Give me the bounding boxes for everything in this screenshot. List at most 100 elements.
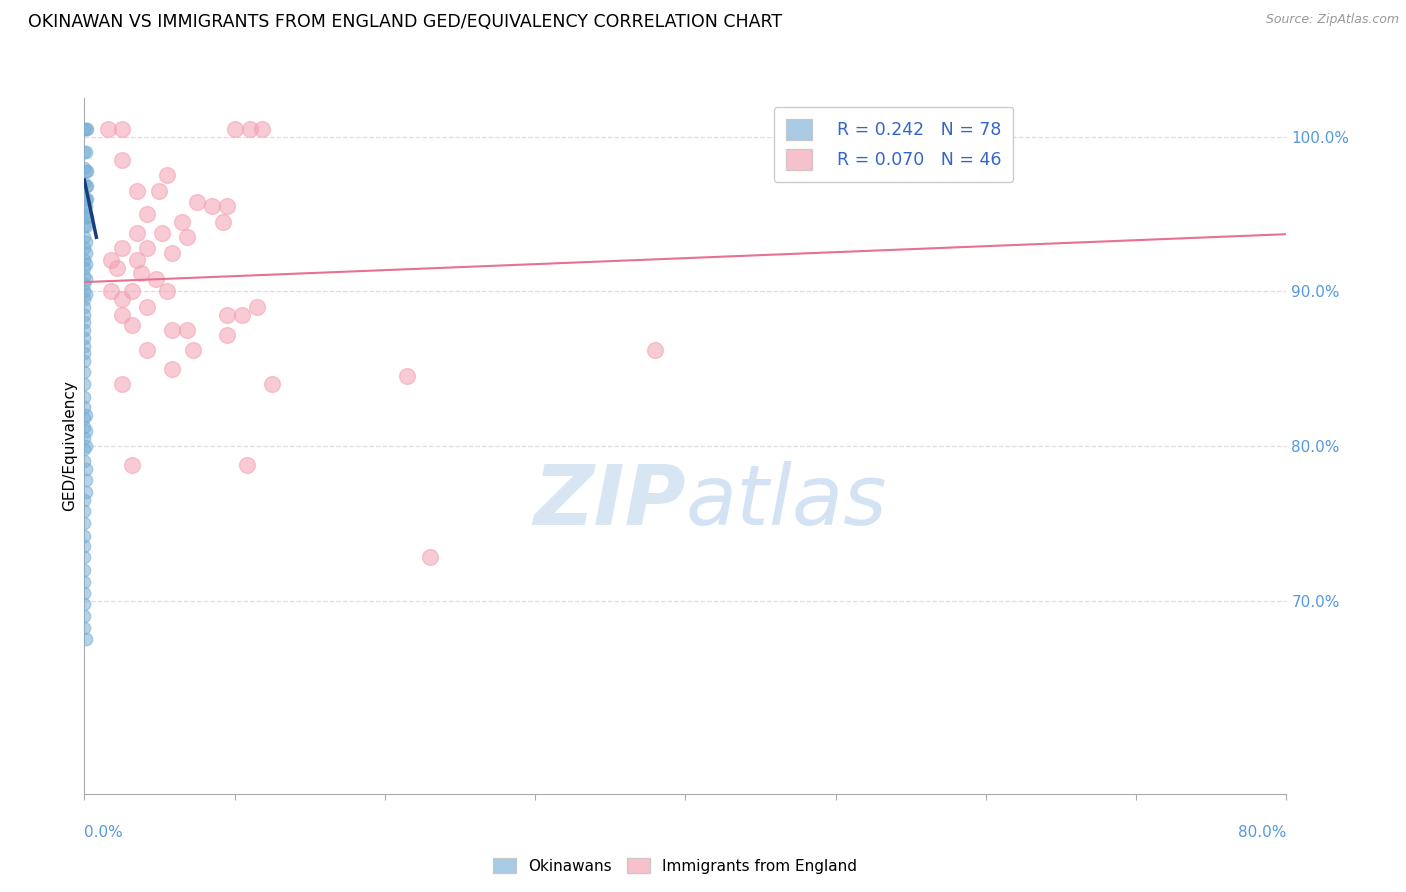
Point	[73, 442, 96, 456]
Point	[73, 207, 96, 221]
Point	[75, 122, 97, 136]
Y-axis label: GED/Equivalency: GED/Equivalency	[62, 381, 77, 511]
Point	[136, 241, 159, 255]
Point	[419, 550, 441, 565]
Point	[73, 377, 96, 392]
Point	[73, 597, 96, 611]
Point	[73, 390, 96, 404]
Point	[73, 586, 96, 600]
Point	[73, 199, 96, 213]
Point	[73, 622, 96, 636]
Point	[136, 300, 159, 314]
Point	[76, 179, 98, 194]
Point	[75, 424, 97, 438]
Point	[239, 122, 262, 136]
Point	[73, 176, 96, 190]
Point	[75, 272, 97, 286]
Point	[73, 346, 96, 360]
Point	[73, 420, 96, 434]
Point	[125, 184, 148, 198]
Point	[73, 331, 96, 345]
Point	[121, 285, 143, 299]
Point	[73, 365, 96, 379]
Point	[974, 122, 997, 136]
Point	[75, 192, 97, 206]
Point	[97, 122, 120, 136]
Point	[224, 122, 246, 136]
Point	[76, 163, 98, 178]
Point	[73, 338, 96, 352]
Point	[75, 287, 97, 301]
Point	[73, 192, 96, 206]
Point	[217, 199, 239, 213]
Point	[160, 323, 183, 337]
Point	[111, 241, 134, 255]
Point	[73, 575, 96, 590]
Point	[73, 431, 96, 445]
Point	[160, 361, 183, 376]
Text: atlas: atlas	[686, 461, 887, 542]
Point	[176, 230, 198, 244]
Point	[156, 169, 179, 183]
Point	[111, 377, 134, 392]
Point	[75, 145, 97, 160]
Point	[73, 540, 96, 554]
Point	[73, 300, 96, 314]
Point	[73, 308, 96, 322]
Point	[125, 253, 148, 268]
Point	[75, 485, 97, 500]
Point	[156, 285, 179, 299]
Point	[160, 245, 183, 260]
Point	[73, 493, 96, 508]
Point	[131, 266, 153, 280]
Point	[73, 504, 96, 518]
Point	[73, 145, 96, 160]
Point	[100, 253, 122, 268]
Point	[125, 226, 148, 240]
Point	[73, 550, 96, 565]
Point	[75, 210, 97, 224]
Point	[170, 215, 193, 229]
Point	[73, 122, 96, 136]
Point	[76, 210, 98, 224]
Point	[75, 632, 97, 647]
Point	[246, 300, 269, 314]
Text: ZIP: ZIP	[533, 461, 686, 542]
Point	[217, 308, 239, 322]
Point	[75, 473, 97, 487]
Point	[75, 219, 97, 234]
Point	[75, 462, 97, 476]
Legend:   R = 0.242   N = 78,   R = 0.070   N = 46: R = 0.242 N = 78, R = 0.070 N = 46	[773, 107, 1014, 182]
Point	[73, 277, 96, 291]
Point	[136, 207, 159, 221]
Point	[100, 285, 122, 299]
Text: Source: ZipAtlas.com: Source: ZipAtlas.com	[1265, 13, 1399, 27]
Point	[73, 609, 96, 624]
Point	[73, 354, 96, 368]
Text: OKINAWAN VS IMMIGRANTS FROM ENGLAND GED/EQUIVALENCY CORRELATION CHART: OKINAWAN VS IMMIGRANTS FROM ENGLAND GED/…	[28, 13, 782, 31]
Point	[73, 285, 96, 299]
Point	[217, 327, 239, 342]
Point	[73, 261, 96, 276]
Point	[235, 458, 257, 472]
Point	[73, 268, 96, 283]
Point	[181, 343, 204, 358]
Point	[73, 230, 96, 244]
Point	[73, 529, 96, 543]
Point	[148, 184, 170, 198]
Text: 80.0%: 80.0%	[1239, 825, 1286, 840]
Point	[73, 253, 96, 268]
Point	[73, 315, 96, 329]
Point	[73, 323, 96, 337]
Point	[73, 563, 96, 577]
Point	[75, 163, 97, 178]
Point	[111, 122, 134, 136]
Point	[75, 199, 97, 213]
Point	[75, 245, 97, 260]
Point	[75, 256, 97, 270]
Point	[111, 308, 134, 322]
Point	[73, 516, 96, 531]
Point	[176, 323, 198, 337]
Point	[644, 343, 666, 358]
Point	[262, 377, 284, 392]
